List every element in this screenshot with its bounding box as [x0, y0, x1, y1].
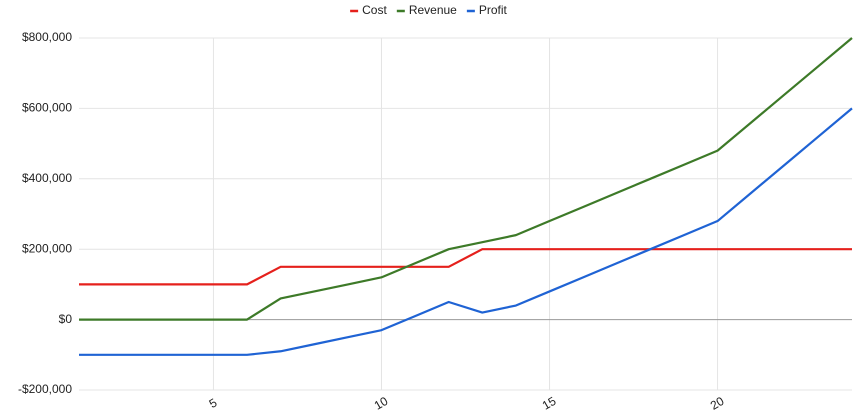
- y-tick-label: -$200,000: [18, 382, 72, 396]
- x-tick-label: 20: [708, 394, 727, 413]
- x-tick-label: 15: [540, 394, 559, 413]
- legend-label: Revenue: [409, 3, 457, 17]
- y-tick-label: $0: [59, 312, 73, 326]
- y-tick-label: $800,000: [22, 30, 72, 44]
- x-tick-label: 10: [372, 394, 391, 413]
- y-tick-label: $400,000: [22, 171, 72, 185]
- legend-label: Profit: [479, 3, 508, 17]
- legend: Cost Revenue Profit: [350, 3, 508, 17]
- line-series: [79, 248, 852, 286]
- legend-label: Cost: [362, 3, 387, 17]
- y-tick-label: $600,000: [22, 101, 72, 115]
- line-series: [79, 37, 853, 321]
- x-tick-label: 5: [207, 395, 220, 411]
- y-tick-label: $200,000: [22, 241, 72, 255]
- line-series: [79, 107, 853, 356]
